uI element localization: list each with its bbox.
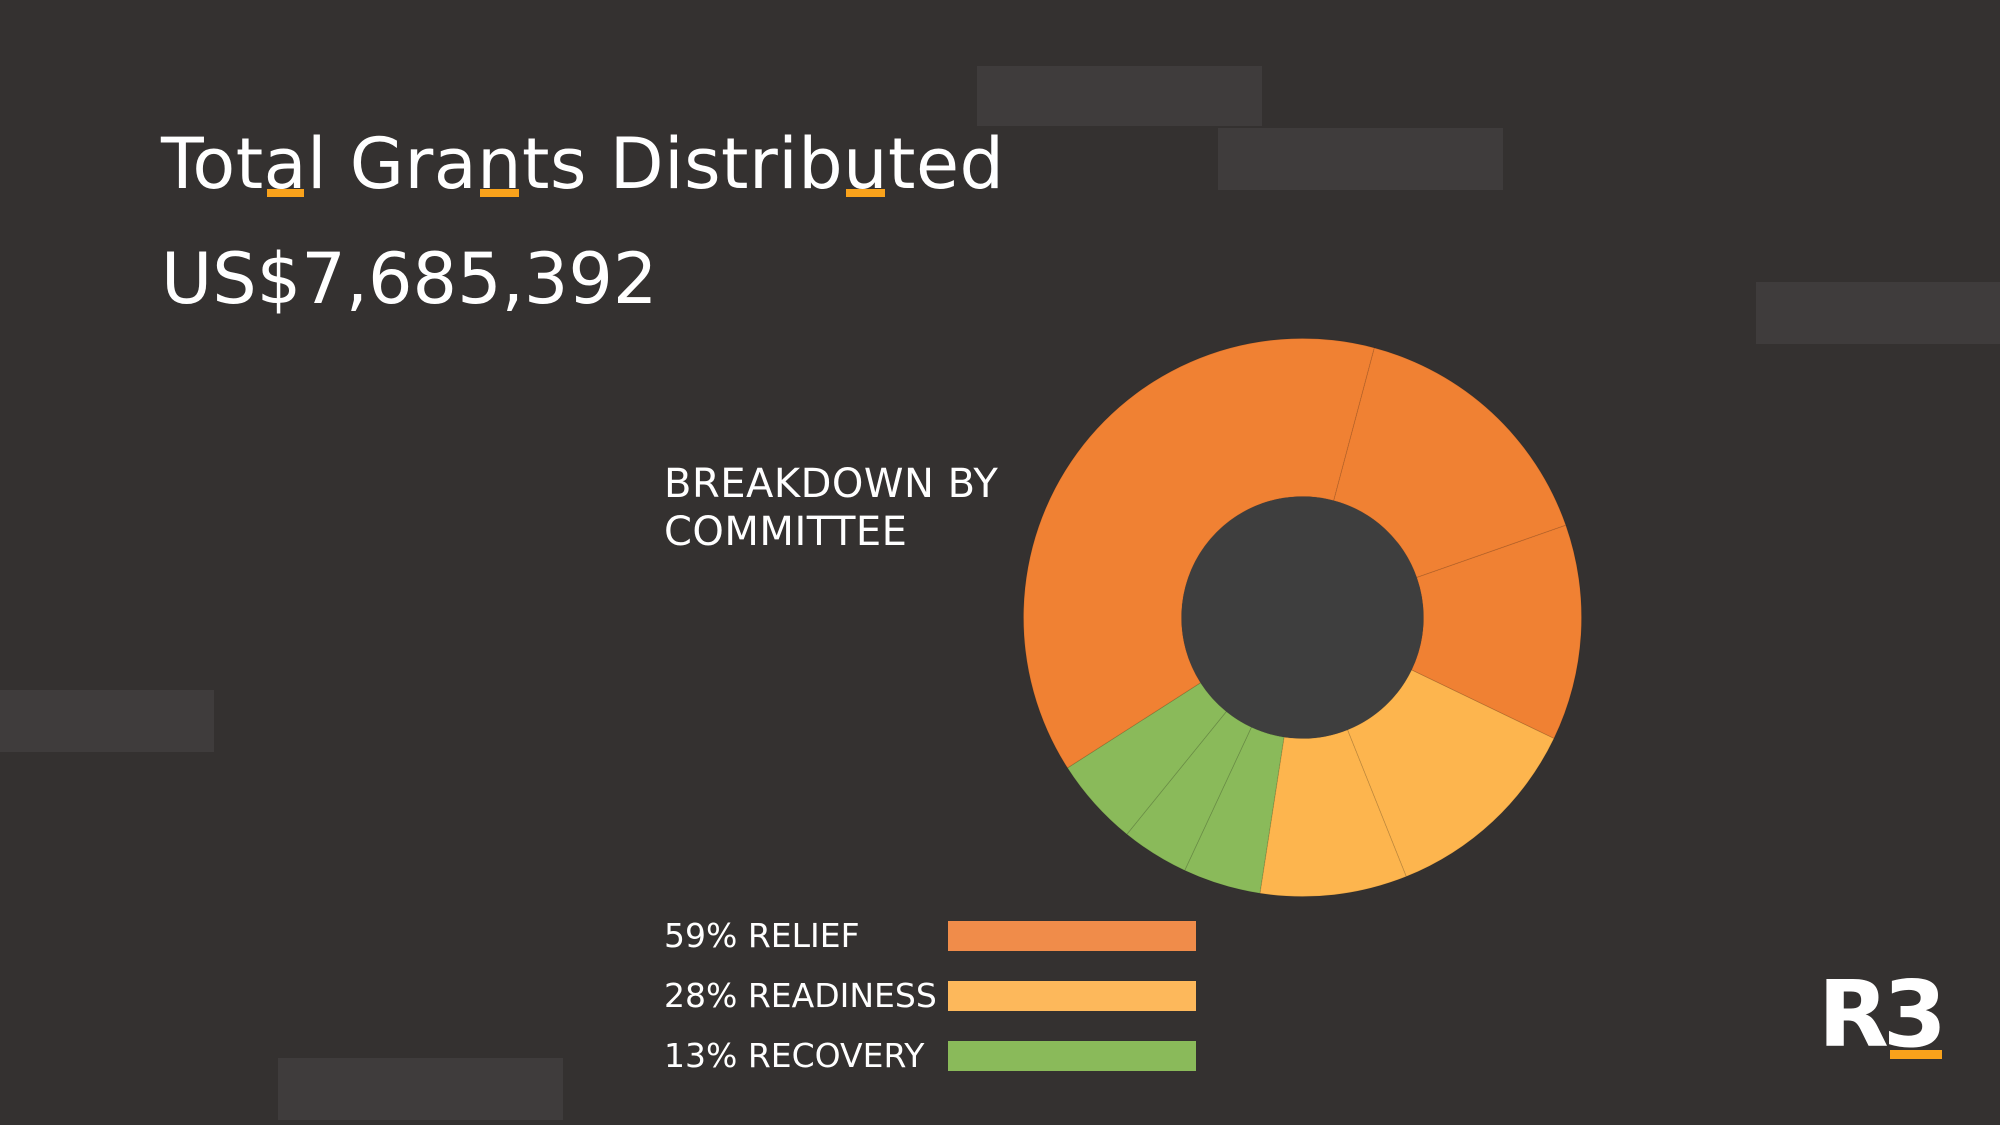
legend-swatch-relief [948,921,1196,951]
page-title: Total Grants Distributed [161,118,1004,210]
title-part: ted [888,123,1005,205]
decor-strip-3 [1756,282,2000,344]
legend-item-relief: 59% RELIEF [664,912,1224,972]
logo-underline [1890,1050,1942,1059]
donut-chart [1023,338,1582,897]
chart-subtitle-line-2: COMMITTEE [664,509,908,555]
title-accent-letter: n [477,118,522,210]
legend-item-recovery: 13% RECOVERY [664,1032,1224,1092]
legend: 59% RELIEF 28% READINESS 13% RECOVERY [664,912,1224,1092]
title-accent-letter: a [264,118,307,210]
decor-strip-1 [977,66,1262,126]
chart-subtitle-line-1: BREAKDOWN BY [664,461,999,507]
r3-logo: R3 [1818,968,1942,1060]
legend-label: 59% RELIEF [664,916,860,955]
chart-subtitle: BREAKDOWN BY COMMITTEE [664,460,1024,556]
legend-label: 13% RECOVERY [664,1036,925,1075]
donut-hole [1181,496,1424,739]
legend-swatch-recovery [948,1041,1196,1071]
total-amount: US$7,685,392 [161,238,658,320]
title-part: ts Distrib [522,123,844,205]
legend-item-readiness: 28% READINESS [664,972,1224,1032]
decor-strip-5 [278,1058,563,1120]
decor-strip-4 [0,690,214,752]
legend-swatch-readiness [948,981,1196,1011]
title-part: l Gra [307,123,478,205]
legend-label: 28% READINESS [664,976,937,1015]
donut-slice-recovery [1066,682,1228,835]
title-accent-letter: u [843,118,888,210]
decor-strip-2 [1218,128,1503,190]
logo-text: R3 [1818,968,1941,1060]
title-part: Tot [161,123,264,205]
